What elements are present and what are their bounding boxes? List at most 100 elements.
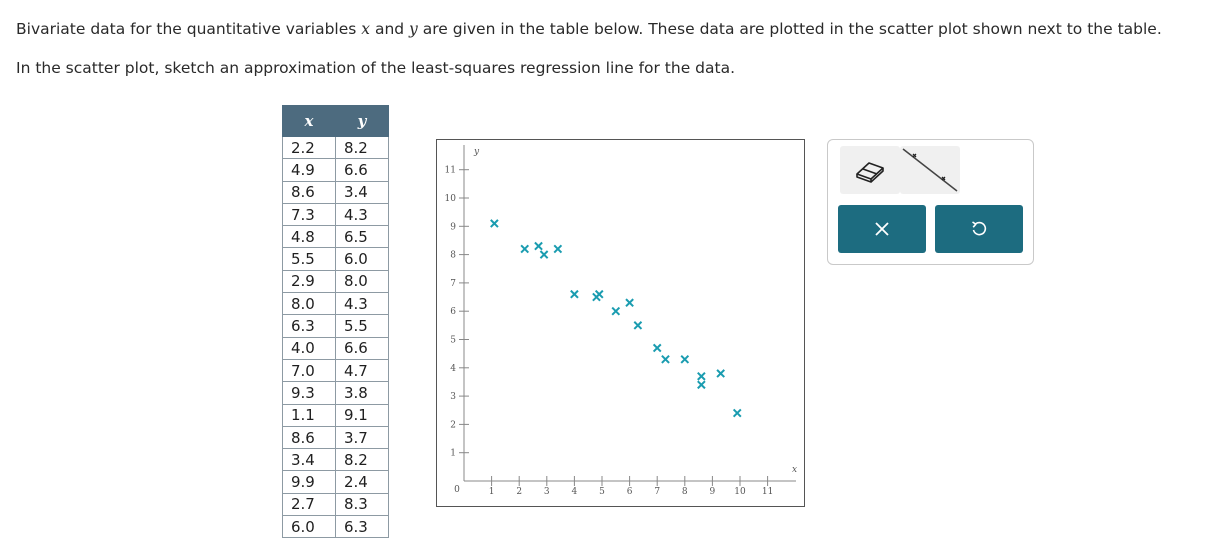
cell-y: 6.6 — [335, 158, 389, 182]
data-point — [661, 355, 670, 364]
cell-x: 9.3 — [282, 381, 336, 405]
table-row: 6.3 5.5 — [282, 314, 389, 338]
cell-x: 8.6 — [282, 180, 336, 204]
cell-x: 8.0 — [282, 292, 336, 316]
cell-x: 7.3 — [282, 202, 336, 227]
cell-x: 2.9 — [282, 269, 336, 294]
y-tick-label: 9 — [450, 222, 456, 232]
table-row: 6.0 6.3 — [282, 515, 389, 539]
cell-x: 6.3 — [282, 314, 336, 338]
y-tick-label: 1 — [450, 449, 456, 459]
y-tick-label: 6 — [450, 307, 456, 317]
data-point — [652, 343, 662, 353]
prompt-text-b: and — [370, 20, 410, 38]
cell-y: 9.1 — [335, 403, 389, 427]
data-point — [592, 292, 601, 302]
data-point — [520, 244, 530, 254]
x-tick-label: 1 — [489, 487, 495, 497]
x-tick-label: 2 — [516, 487, 522, 497]
cell-y: 2.4 — [335, 470, 389, 494]
close-icon — [875, 222, 889, 236]
cell-y: 6.0 — [335, 247, 389, 271]
cell-x: 6.0 — [282, 515, 336, 539]
table-row: 9.3 3.8 — [282, 381, 389, 405]
table-row: 7.3 4.3 — [282, 202, 389, 227]
cell-x: 8.6 — [282, 425, 336, 450]
data-point — [553, 244, 563, 254]
cell-y: 4.3 — [335, 202, 389, 227]
table-row: 4.0 6.6 — [282, 336, 389, 360]
y-tick-label: 8 — [450, 251, 456, 261]
data-table: x y 2.2 8.2 4.9 6.6 8.6 3.4 7.3 4.3 4.8 6.5 5.5 6.0… — [282, 105, 389, 539]
cell-y: 8.2 — [335, 135, 389, 160]
line-tool-icon — [902, 148, 958, 192]
y-axis-label: y — [473, 147, 480, 157]
data-point — [680, 355, 690, 364]
cell-x: 4.8 — [282, 225, 336, 249]
header-x: x — [282, 105, 336, 137]
data-point — [697, 371, 706, 381]
y-tick-label: 7 — [450, 279, 456, 289]
cell-x: 4.0 — [282, 336, 336, 360]
cell-y: 6.3 — [335, 515, 389, 539]
data-point — [732, 408, 742, 418]
table-row: 8.6 3.4 — [282, 180, 389, 204]
data-point — [611, 306, 621, 316]
cell-y: 8.0 — [335, 269, 389, 294]
prompt-text-c: are given in the table below. These data… — [417, 20, 1162, 38]
cell-y: 4.3 — [335, 292, 389, 316]
undo-icon — [972, 221, 987, 236]
cell-x: 4.9 — [282, 158, 336, 182]
variable-x: x — [361, 20, 371, 38]
cell-x: 5.5 — [282, 247, 336, 271]
y-tick-label: 11 — [445, 166, 456, 176]
clear-button[interactable] — [838, 205, 926, 253]
cell-y: 3.8 — [335, 381, 389, 405]
table-row: 5.5 6.0 — [282, 247, 389, 271]
cell-y: 4.7 — [335, 358, 389, 383]
variable-y: y — [409, 20, 418, 38]
table-row: 4.9 6.6 — [282, 158, 389, 182]
table-row: 9.9 2.4 — [282, 470, 389, 494]
x-tick-label: 9 — [710, 487, 716, 497]
y-tick-label: 4 — [450, 364, 456, 374]
cell-x: 1.1 — [282, 403, 336, 427]
x-tick-label: 8 — [682, 487, 688, 497]
prompt-line-1: Bivariate data for the quantitative vari… — [16, 20, 1162, 38]
prompt-text-a: Bivariate data for the quantitative vari… — [16, 20, 362, 38]
cell-x: 7.0 — [282, 358, 336, 383]
line-tool-button[interactable] — [900, 146, 960, 194]
x-axis-label: x — [792, 465, 797, 475]
cell-x: 3.4 — [282, 448, 336, 472]
table-header-row: x y — [282, 105, 389, 137]
table-row: 8.6 3.7 — [282, 425, 389, 450]
x-tick-label: 3 — [544, 487, 550, 497]
table-row: 2.7 8.3 — [282, 492, 389, 517]
y-tick-label: 5 — [450, 336, 456, 346]
origin-label: 0 — [454, 485, 460, 495]
x-tick-label: 6 — [627, 487, 633, 497]
cell-y: 8.3 — [335, 492, 389, 517]
undo-button[interactable] — [935, 205, 1023, 253]
data-point — [697, 380, 706, 390]
table-row: 4.8 6.5 — [282, 225, 389, 249]
x-tick-label: 7 — [654, 487, 660, 497]
data-point — [534, 241, 543, 251]
cell-x: 2.7 — [282, 492, 336, 517]
eraser-tool-button[interactable] — [840, 146, 900, 194]
x-tick-label: 5 — [599, 487, 605, 497]
prompt-line-2: In the scatter plot, sketch an approxima… — [16, 59, 736, 77]
x-tick-label: 4 — [572, 487, 578, 497]
data-point — [716, 369, 725, 378]
cell-y: 6.5 — [335, 225, 389, 249]
table-row: 3.4 8.2 — [282, 448, 389, 472]
cell-y: 6.6 — [335, 336, 389, 360]
cell-x: 2.2 — [282, 135, 336, 160]
cell-y: 5.5 — [335, 314, 389, 338]
table-row: 8.0 4.3 — [282, 292, 389, 316]
plot-frame — [436, 139, 805, 507]
y-tick-label: 3 — [450, 392, 456, 402]
eraser-icon — [856, 162, 884, 183]
table-row: 7.0 4.7 — [282, 358, 389, 383]
